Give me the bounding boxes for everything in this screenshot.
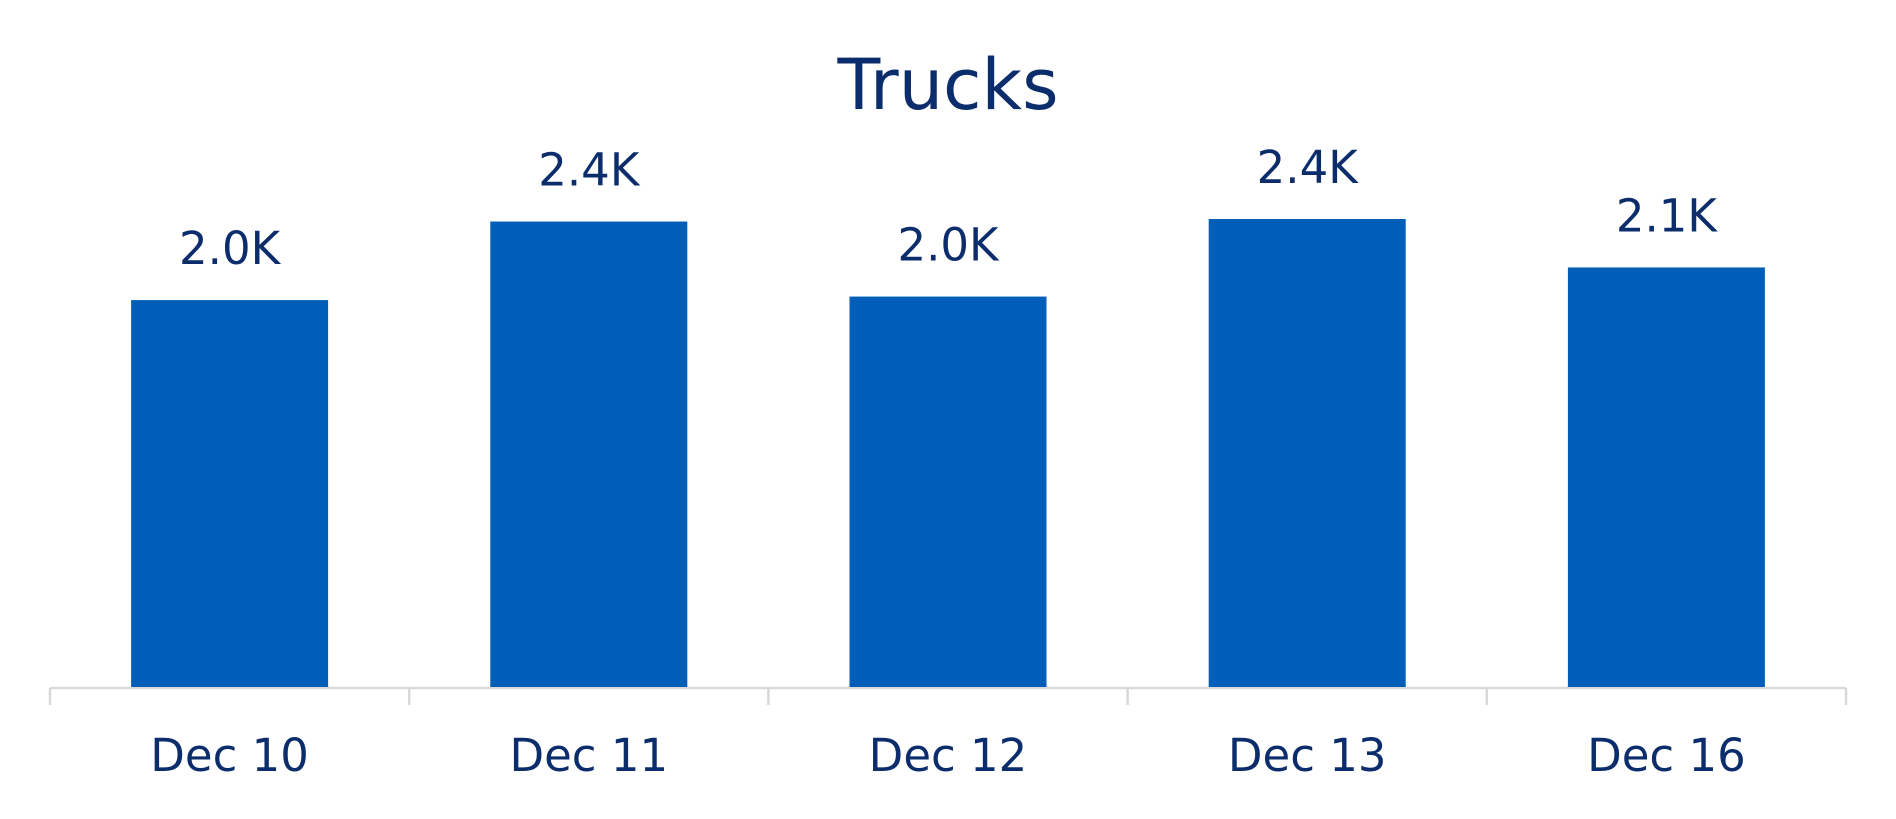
value-label: 2.0K (897, 219, 1000, 272)
x-tick-label: Dec 11 (509, 729, 668, 782)
x-tick-label: Dec 10 (150, 729, 309, 782)
bar (131, 300, 329, 687)
x-tick-label: Dec 16 (1587, 729, 1746, 782)
value-label: 2.4K (538, 144, 641, 197)
bar (849, 296, 1047, 687)
value-label: 2.4K (1257, 141, 1360, 194)
bar (1567, 267, 1765, 687)
value-label: 2.0K (179, 222, 282, 275)
bar (490, 221, 688, 688)
x-tick-label: Dec 12 (869, 729, 1028, 782)
chart-title: Trucks (836, 44, 1058, 126)
bar (1208, 219, 1406, 687)
value-label: 2.1K (1616, 189, 1719, 242)
x-tick-label: Dec 13 (1228, 729, 1387, 782)
